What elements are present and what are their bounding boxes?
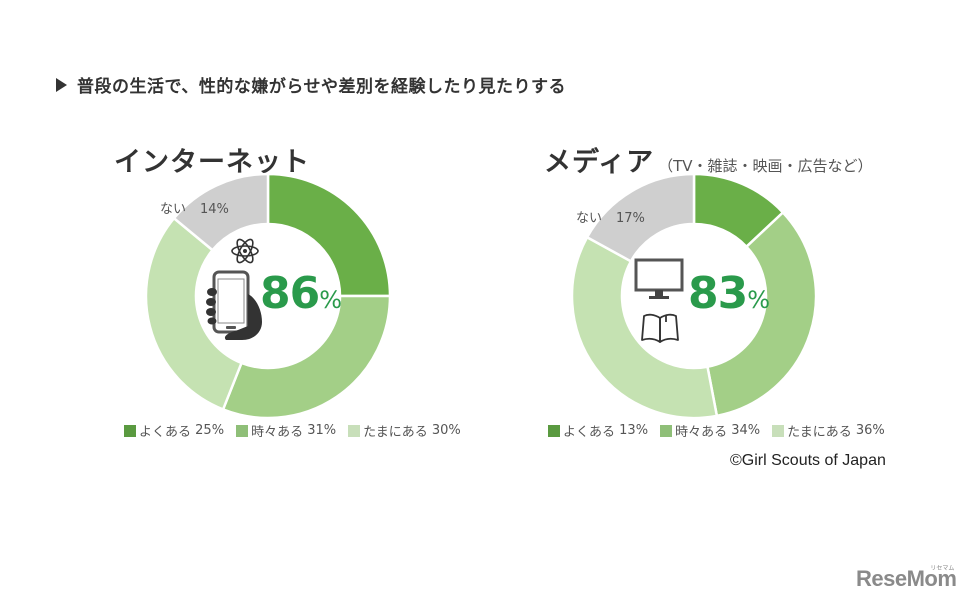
legend-item-occasionally: たまにある 30%: [348, 421, 461, 440]
chart-title-text: インターネット: [114, 147, 310, 178]
donut-segment-sometimes: [706, 210, 818, 418]
legend-item-sometimes: 時々ある 31%: [236, 421, 336, 440]
total-unit: %: [747, 286, 770, 314]
legend-label: たまにある: [363, 425, 428, 440]
legend-value: 25%: [195, 423, 225, 438]
legend-label: 時々ある: [251, 425, 304, 440]
monitor-icon: [634, 258, 684, 299]
legend-label: よくある: [563, 425, 616, 440]
logo-text: ReseMom: [856, 566, 957, 591]
total-percentage-media: 83%: [688, 268, 770, 319]
legend-item-sometimes: 時々ある 34%: [660, 421, 760, 440]
atom-icon: [231, 238, 259, 264]
legend-swatch: [236, 424, 249, 437]
legend-label: たまにある: [787, 425, 852, 440]
legend-value: 13%: [619, 423, 649, 438]
donut-segment-never: [172, 172, 270, 252]
none-label-internet: ない 14%: [160, 198, 229, 217]
total-value: 86: [260, 268, 320, 319]
legend-media: よくある 13% 時々ある 34% たまにある 36%: [548, 421, 885, 440]
open-book-icon: [641, 313, 679, 343]
legend-swatch: [124, 424, 136, 437]
legend-swatch: [348, 424, 361, 437]
chart-title-internet: インターネット: [114, 140, 310, 179]
donut-chart-media: [570, 172, 818, 420]
donut-segment-occasionally: [570, 235, 719, 420]
legend-label: よくある: [139, 425, 192, 440]
none-value: 14%: [200, 202, 229, 217]
total-unit: %: [319, 286, 342, 314]
smartphone-hand-icon: [206, 270, 262, 340]
legend-item-often: よくある 25%: [124, 421, 224, 440]
heading-text: 普段の生活で、性的な嫌がらせや差別を経験したり見たりする: [77, 77, 566, 97]
legend-value: 31%: [307, 423, 337, 438]
chart-title-media: メディア （TV・雑誌・映画・広告など）: [544, 140, 873, 179]
triangle-bullet-icon: [56, 77, 67, 92]
legend-item-often: よくある 13%: [548, 421, 648, 440]
survey-question-heading: 普段の生活で、性的な嫌がらせや差別を経験したり見たりする: [56, 72, 566, 97]
chart-title-text: メディア: [544, 147, 655, 178]
total-value: 83: [688, 268, 748, 319]
legend-item-occasionally: たまにある 36%: [772, 421, 885, 440]
legend-swatch: [772, 424, 785, 437]
legend-value: 30%: [431, 423, 461, 438]
donut-segment-often: [266, 172, 392, 298]
donut-segment-never: [585, 172, 696, 264]
donut-segment-occasionally: [144, 216, 244, 412]
donut-segment-sometimes: [221, 294, 392, 420]
legend-swatch: [660, 424, 673, 437]
none-label-text: ない: [160, 202, 187, 217]
none-value: 17%: [616, 211, 645, 226]
legend-value: 34%: [731, 423, 761, 438]
logo-kana: リセマム: [930, 566, 955, 572]
legend-internet: よくある 25% 時々ある 31% たまにある 30%: [124, 421, 461, 440]
none-label-text: ない: [576, 211, 603, 226]
none-label-media: ない 17%: [576, 207, 645, 226]
chart-subtitle: （TV・雑誌・映画・広告など）: [658, 157, 873, 175]
copyright-credit: ©Girl Scouts of Japan: [730, 452, 886, 469]
total-percentage-internet: 86%: [260, 268, 342, 319]
resemom-logo: ReseMom リセマム: [856, 566, 957, 592]
legend-label: 時々ある: [675, 425, 728, 440]
legend-swatch: [548, 424, 560, 437]
legend-value: 36%: [855, 423, 885, 438]
donut-chart-internet: [144, 172, 392, 420]
